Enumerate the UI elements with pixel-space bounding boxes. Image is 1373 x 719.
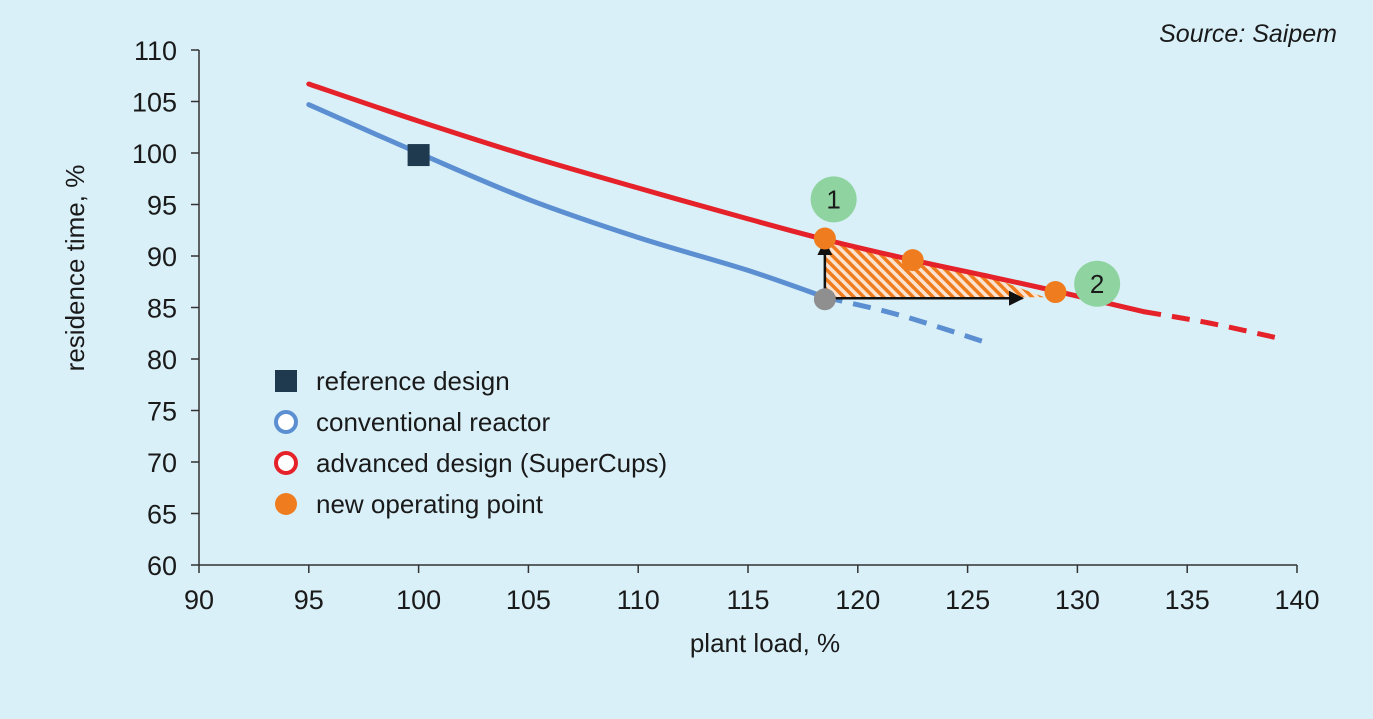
y-tick-label: 80 xyxy=(147,345,177,375)
x-tick-label: 100 xyxy=(396,585,441,615)
legend-label: advanced design (SuperCups) xyxy=(316,448,667,478)
legend-entry: reference design xyxy=(275,366,510,396)
legend-label: new operating point xyxy=(316,489,544,519)
y-tick-label: 60 xyxy=(147,551,177,581)
new-operating-point xyxy=(1044,281,1067,304)
legend-label: reference design xyxy=(316,366,510,396)
y-axis-title: residence time, % xyxy=(60,165,90,372)
advanced-design-line xyxy=(306,81,1146,315)
x-tick-label: 120 xyxy=(835,585,880,615)
legend-label: conventional reactor xyxy=(316,407,550,437)
plot-area: 12 xyxy=(306,81,1276,346)
conventional-operating-point xyxy=(813,288,836,311)
source-label: Source: Saipem xyxy=(1159,20,1337,48)
x-tick-label: 130 xyxy=(1055,585,1100,615)
x-tick-label: 140 xyxy=(1274,585,1319,615)
conventional-reactor-dashed-line xyxy=(824,294,991,346)
x-tick-label: 135 xyxy=(1165,585,1210,615)
legend-entry: new operating point xyxy=(275,489,544,519)
step-badge-label: 2 xyxy=(1090,269,1104,299)
axes: 90 95 100 105 110 115 120 125 130 135 140 60 65 70 75 8… xyxy=(132,36,1320,615)
step-badge-2: 2 xyxy=(1074,260,1121,307)
y-tick-label: 90 xyxy=(147,242,177,272)
y-tick-label: 75 xyxy=(147,397,177,427)
advanced-design-dashed-line xyxy=(1142,309,1276,340)
x-tick-label: 115 xyxy=(726,585,769,615)
step-badge-circle xyxy=(810,176,857,223)
step-badge-1: 1 xyxy=(810,176,857,223)
legend: reference design conventional reactor adva… xyxy=(274,366,667,519)
conventional-reactor-line xyxy=(306,102,828,300)
x-tick-label: 105 xyxy=(506,585,551,615)
y-tick-label: 110 xyxy=(134,36,177,66)
step-badge-label: 1 xyxy=(826,184,840,214)
reference-design-marker xyxy=(407,144,430,167)
y-tick-label: 95 xyxy=(147,191,177,221)
y-tick-label: 65 xyxy=(147,500,177,530)
legend-entry: advanced design (SuperCups) xyxy=(274,448,667,478)
x-axis-title: plant load, % xyxy=(690,628,840,658)
x-tick-label: 95 xyxy=(294,585,324,615)
legend-dot-marker xyxy=(275,493,297,515)
new-operating-point xyxy=(813,227,836,250)
legend-ring-marker xyxy=(274,410,298,434)
x-tick-label: 110 xyxy=(617,585,660,615)
legend-square-marker xyxy=(275,370,297,392)
legend-ring-marker xyxy=(274,451,298,475)
legend-entry: conventional reactor xyxy=(274,407,550,437)
x-tick-label: 90 xyxy=(184,585,214,615)
y-tick-label: 100 xyxy=(132,139,177,169)
y-tick-label: 85 xyxy=(147,294,177,324)
y-tick-label: 105 xyxy=(132,88,177,118)
y-tick-label: 70 xyxy=(147,448,177,478)
new-operating-point xyxy=(901,249,924,272)
x-tick-label: 125 xyxy=(945,585,990,615)
step-badge-circle xyxy=(1074,260,1121,307)
